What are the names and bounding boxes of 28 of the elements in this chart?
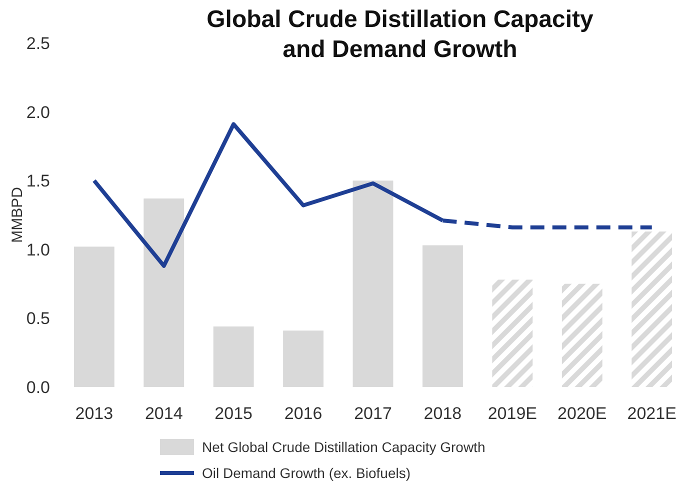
y-tick-label: 0.0 bbox=[26, 378, 50, 397]
y-axis-title: MMBPD bbox=[9, 186, 26, 243]
legend-label: Net Global Crude Distillation Capacity Growth bbox=[202, 439, 486, 455]
bar bbox=[144, 198, 184, 387]
x-tick-label: 2021E bbox=[627, 404, 676, 423]
y-tick-label: 2.5 bbox=[26, 34, 50, 53]
bar bbox=[492, 280, 533, 387]
bar bbox=[213, 326, 254, 387]
chart-title: Global Crude Distillation Capacity and Demand Growth bbox=[206, 6, 594, 63]
x-tick-label: 2019E bbox=[488, 404, 538, 423]
bar bbox=[422, 245, 463, 387]
y-tick-label: 2.0 bbox=[26, 102, 50, 122]
x-tick-label: 2020E bbox=[558, 404, 607, 423]
x-tick-label: 2015 bbox=[214, 404, 252, 423]
legend-label: Oil Demand Growth (ex. Biofuels) bbox=[202, 465, 411, 481]
x-tick-label: 2013 bbox=[75, 404, 114, 423]
x-tick-label: 2016 bbox=[284, 404, 322, 423]
x-tick-label: 2018 bbox=[424, 404, 462, 423]
bar bbox=[283, 330, 324, 387]
bar bbox=[74, 246, 114, 387]
y-tick-label: 0.5 bbox=[26, 309, 50, 328]
y-tick-label: 1.5 bbox=[26, 172, 50, 191]
y-tick-label: 1.0 bbox=[26, 240, 50, 260]
bar bbox=[562, 284, 602, 387]
x-tick-label: 2014 bbox=[144, 404, 183, 423]
bar bbox=[632, 232, 672, 387]
bar bbox=[352, 180, 394, 387]
x-tick-label: 2017 bbox=[354, 404, 392, 423]
